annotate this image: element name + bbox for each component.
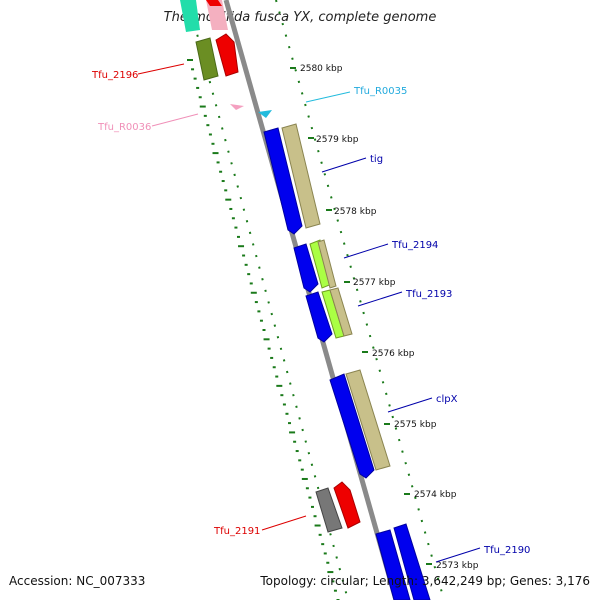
label-tig[interactable]: tig (370, 154, 383, 165)
gene-tfu-2191-gray[interactable] (315, 487, 343, 533)
kbp-label-2578: 2578 kbp (334, 207, 377, 217)
kbp-label-2579: 2579 kbp (316, 135, 359, 145)
label-tfu-2193[interactable]: Tfu_2193 (405, 289, 452, 300)
kbp-axis: 2580 kbp 2579 kbp 2578 kbp 2577 kbp 2576… (290, 64, 479, 571)
gene-tfu-2193-blue[interactable] (305, 291, 333, 343)
gene-clpx-khaki[interactable] (345, 369, 391, 471)
gene-tfu-2193-khaki[interactable] (329, 287, 353, 337)
label-tfu-r0035[interactable]: Tfu_R0035 (353, 86, 407, 97)
ruler-ticks (187, 59, 340, 600)
gene-tfu-2191-red[interactable] (333, 481, 361, 529)
kbp-label-2574: 2574 kbp (414, 490, 457, 500)
label-tfu-2191[interactable]: Tfu_2191 (213, 526, 260, 537)
gene-clpx-blue[interactable] (329, 373, 375, 479)
gene-top-pink-partial[interactable] (206, 0, 228, 30)
kbp-label-2573: 2573 kbp (436, 561, 479, 571)
gene-olive-2196[interactable] (195, 37, 219, 81)
gene-tig-blue[interactable] (263, 127, 303, 235)
label-tfu-2190[interactable]: Tfu_2190 (483, 545, 530, 556)
kbp-label-2575: 2575 kbp (394, 420, 437, 430)
rna-tfu-r0036[interactable] (230, 104, 244, 110)
gene-tfu-2190-blue-b[interactable] (393, 523, 431, 600)
gene-tfu-2194-khaki[interactable] (317, 239, 337, 289)
gene-tfu-2190-blue-a[interactable] (375, 529, 411, 600)
accession-text: Accession: NC_007333 (9, 574, 146, 588)
label-tfu-2194[interactable]: Tfu_2194 (391, 240, 438, 251)
rna-tfu-r0035[interactable] (258, 110, 272, 118)
gene-labels: Tfu_2196 Tfu_R0035 Tfu_R0036 tig Tfu_219… (91, 63, 530, 563)
gene-top-green-partial[interactable] (180, 0, 200, 32)
kbp-label-2577: 2577 kbp (353, 278, 396, 288)
label-tfu-2196[interactable]: Tfu_2196 (91, 70, 138, 81)
label-tfu-r0036[interactable]: Tfu_R0036 (97, 122, 151, 133)
kbp-label-2576: 2576 kbp (372, 349, 415, 359)
gene-top-red-partial[interactable] (206, 0, 222, 6)
gene-tig-khaki[interactable] (281, 123, 321, 229)
gene-tfu-2194-blue[interactable] (293, 243, 319, 293)
kbp-label-2580: 2580 kbp (300, 64, 343, 74)
gene-tfu-2196[interactable] (215, 33, 239, 77)
label-clpx[interactable]: clpX (436, 394, 458, 405)
genome-stats-text: Topology: circular; Length: 3,642,249 bp… (260, 574, 590, 588)
